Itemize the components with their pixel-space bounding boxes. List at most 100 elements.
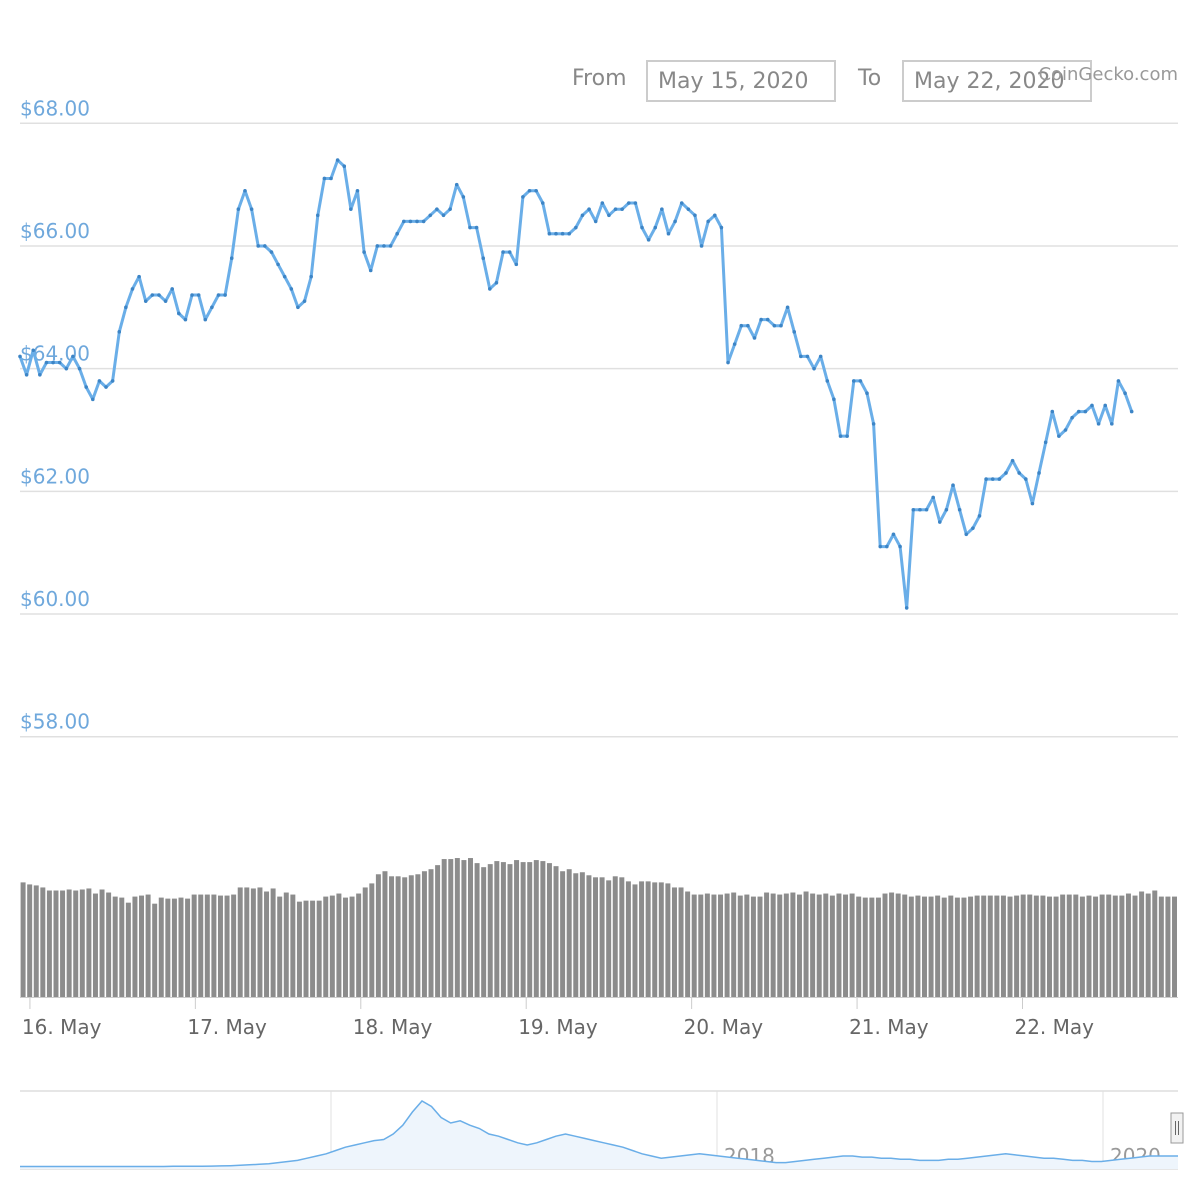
price-point <box>1010 458 1015 463</box>
volume-bar <box>1158 896 1164 997</box>
volume-bar <box>869 897 875 997</box>
volume-bar <box>250 888 256 997</box>
price-point <box>640 225 644 230</box>
volume-bar <box>1106 894 1112 997</box>
volume-bar <box>1007 896 1013 997</box>
volume-bar <box>92 893 98 997</box>
y-tick-label: $68.00 <box>20 96 90 120</box>
navigator-handle[interactable] <box>1170 1112 1184 1144</box>
x-tick-label: 20. May <box>684 1015 764 1039</box>
price-point <box>851 379 856 383</box>
price-point <box>177 311 181 316</box>
price-point <box>474 225 479 230</box>
price-point <box>924 507 929 512</box>
price-point <box>805 354 810 359</box>
price-point <box>77 366 82 371</box>
volume-bar <box>257 887 263 997</box>
volume-bar <box>99 889 105 997</box>
volume-bar <box>303 900 309 997</box>
from-date-input[interactable] <box>646 60 836 102</box>
volume-bar <box>770 893 776 997</box>
price-point <box>1110 422 1114 426</box>
volume-bar <box>948 895 954 997</box>
volume-bar <box>698 894 704 997</box>
price-point <box>580 213 585 218</box>
price-point <box>554 231 558 236</box>
price-point <box>388 244 393 248</box>
price-point <box>626 201 631 205</box>
price-point <box>739 323 744 328</box>
price-point <box>660 207 664 211</box>
price-point <box>666 231 671 236</box>
volume-bar <box>237 887 243 997</box>
volume-bar <box>382 871 388 997</box>
x-tick-label: 22. May <box>1014 1015 1094 1039</box>
volume-bar <box>145 894 151 997</box>
volume-bar <box>1119 895 1125 997</box>
credit-link[interactable]: CoinGecko.com <box>1038 64 1178 85</box>
price-point <box>408 219 413 224</box>
price-point <box>441 213 446 218</box>
volume-bar <box>171 898 177 997</box>
volume-bar <box>645 881 651 997</box>
price-point <box>488 287 492 291</box>
volume-bar <box>1165 896 1171 997</box>
price-point <box>18 354 22 359</box>
volume-bar <box>20 882 26 997</box>
volume-bar <box>494 861 500 997</box>
volume-bar <box>441 859 447 997</box>
volume-bar <box>678 887 684 997</box>
price-point <box>196 293 201 297</box>
volume-bar <box>875 897 881 997</box>
volume-bar <box>178 897 184 997</box>
to-date-input[interactable] <box>902 60 1092 102</box>
x-tick-label: 21. May <box>849 1015 929 1039</box>
price-point <box>296 305 300 310</box>
volume-bar <box>803 891 809 997</box>
volume-bar <box>724 893 730 997</box>
volume-bar <box>540 861 546 997</box>
price-point <box>719 225 724 230</box>
volume-bar <box>389 876 395 997</box>
volume-bar <box>198 894 204 997</box>
price-point <box>170 287 174 291</box>
volume-bar <box>836 893 842 997</box>
volume-bar <box>1132 895 1138 997</box>
volume-bar <box>132 896 138 997</box>
price-point <box>838 434 843 438</box>
volume-bar <box>1020 894 1026 997</box>
volume-bar <box>73 890 79 997</box>
volume-bar <box>1079 896 1085 997</box>
price-point <box>772 323 777 328</box>
price-point <box>124 305 128 310</box>
volume-bar <box>369 883 375 997</box>
price-point <box>1090 403 1094 408</box>
volume-bar <box>882 893 888 997</box>
price-point <box>263 244 267 248</box>
volume-bar <box>586 875 592 997</box>
price-point <box>236 207 241 211</box>
price-point <box>143 299 148 303</box>
price-point <box>587 207 591 211</box>
price-point <box>600 201 605 205</box>
volume-bar <box>211 894 217 997</box>
price-point <box>401 219 406 224</box>
price-point <box>150 293 155 297</box>
volume-bar <box>329 895 335 997</box>
price-point <box>335 158 340 162</box>
price-point <box>468 225 472 230</box>
volume-bar <box>941 897 947 997</box>
navigator[interactable]: 201620182020 <box>20 1090 1184 1170</box>
price-point <box>633 201 638 205</box>
price-point <box>302 299 307 303</box>
volume-bar <box>981 895 987 997</box>
volume-bar <box>500 862 506 997</box>
volume-bar <box>428 869 434 997</box>
price-point <box>90 397 95 402</box>
volume-bar <box>862 897 868 997</box>
volume-bar <box>685 891 691 997</box>
volume-bar <box>468 858 473 997</box>
volume-bar <box>783 893 789 997</box>
volume-bar <box>1047 896 1052 997</box>
